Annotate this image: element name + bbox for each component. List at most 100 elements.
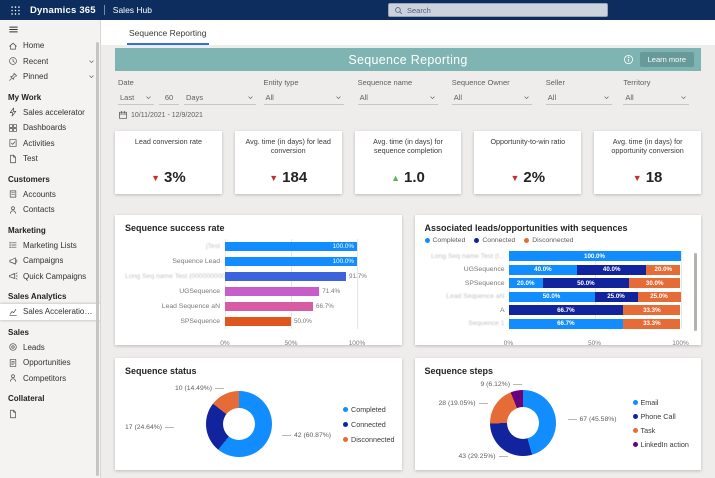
- info-icon[interactable]: [623, 54, 634, 65]
- stacked-segment-disconnected[interactable]: 33.3%: [623, 318, 681, 329]
- bar[interactable]: [225, 286, 320, 296]
- stacked-segment-connected[interactable]: 40.0%: [577, 264, 647, 275]
- bar-row-lead-sequence-an: Lead Sequence aN 66.7%: [125, 301, 392, 311]
- sidebar-item-test[interactable]: Test: [0, 151, 100, 167]
- bar[interactable]: 100.0%: [225, 256, 357, 266]
- stacked-segment-disconnected[interactable]: 30.0%: [628, 278, 681, 288]
- seller-dropdown[interactable]: All: [545, 93, 612, 105]
- donut-chart[interactable]: [206, 391, 272, 457]
- sidebar-item-competitors[interactable]: Competitors: [0, 371, 100, 387]
- learn-more-button[interactable]: Learn more: [639, 52, 694, 67]
- stacked-segment-completed[interactable]: 100.0%: [508, 251, 681, 261]
- sequence-owner-dropdown[interactable]: All: [451, 93, 532, 105]
- tab-sequence-reporting[interactable]: Sequence Reporting: [127, 28, 209, 45]
- kpi-title: Avg. time (in days) for opportunity conv…: [611, 137, 684, 156]
- date-unit-dropdown[interactable]: Days: [184, 93, 256, 105]
- stacked-segment-disconnected[interactable]: 33.3%: [623, 305, 681, 315]
- bar[interactable]: [225, 316, 291, 326]
- sidebar-item-marketing-lists[interactable]: Marketing Lists: [0, 238, 100, 254]
- donut-chart[interactable]: [489, 390, 556, 456]
- stacked-row-label: Sequence 1: [468, 320, 505, 327]
- sidebar-item-sales-acceleration[interactable]: Sales Acceleration...: [0, 304, 100, 320]
- filter-value: All: [625, 93, 634, 102]
- segment-value-label: 25.0%: [607, 293, 625, 300]
- stacked-segment-completed[interactable]: 66.7%: [508, 318, 624, 329]
- stacked-segment-completed[interactable]: 40.0%: [508, 264, 578, 275]
- stacked-row-label: UGSequence: [463, 266, 505, 273]
- legend-item-completed[interactable]: Completed: [424, 237, 465, 244]
- chart-icon: [8, 307, 18, 317]
- axis-tick: 100%: [348, 340, 366, 347]
- legend-item-disconnected[interactable]: Disconnected: [343, 435, 395, 444]
- territory-dropdown[interactable]: All: [623, 93, 690, 105]
- segment-value-label: 40.0%: [534, 266, 552, 273]
- filter-territory: Territory All: [623, 78, 701, 124]
- clock-icon: [8, 56, 18, 66]
- app-launcher-waffle-icon[interactable]: [8, 3, 22, 17]
- legend-item-phone-call[interactable]: Phone Call: [632, 412, 689, 421]
- filter-value: All: [359, 93, 368, 102]
- stacked-segment-connected[interactable]: 50.0%: [542, 278, 629, 288]
- filter-bar: Date Last 60 Days: [115, 78, 701, 124]
- sidebar-item-home[interactable]: Home: [0, 38, 100, 54]
- segment-value-label: 50.0%: [577, 279, 595, 287]
- sequence-name-dropdown[interactable]: All: [357, 93, 438, 105]
- sidebar-item-campaigns[interactable]: Campaigns: [0, 253, 100, 269]
- sidebar-item-activities[interactable]: Activities: [0, 136, 100, 152]
- bar-track: 100.0%: [225, 256, 357, 266]
- sidebar-item-dashboards[interactable]: Dashboards: [0, 120, 100, 136]
- filter-date: Date Last 60 Days: [118, 78, 264, 124]
- legend-item-disconnected[interactable]: Disconnected: [524, 237, 573, 244]
- date-operator-dropdown[interactable]: Last: [118, 93, 154, 105]
- chart-scrollbar[interactable]: [694, 253, 697, 331]
- sidebar-item-recent[interactable]: Recent: [0, 54, 100, 70]
- sidebar-item-pinned[interactable]: Pinned: [0, 69, 100, 85]
- search-input[interactable]: Search: [388, 3, 608, 17]
- sidebar-item-quick-campaigns[interactable]: Quick Campaigns: [0, 269, 100, 285]
- stacked-segment-completed[interactable]: 20.0%: [508, 278, 543, 288]
- sidebar: Home Recent Pinned My Work Sales accelerator…: [0, 20, 101, 478]
- building-icon: [8, 189, 18, 199]
- legend-label: LinkedIn action: [640, 440, 689, 449]
- bar[interactable]: [225, 271, 347, 281]
- donut-slice-label: 17 (24.64%): [125, 424, 177, 431]
- page-title: Sequence Reporting: [348, 52, 468, 67]
- legend-item-connected[interactable]: Connected: [474, 237, 515, 244]
- legend-item-completed[interactable]: Completed: [343, 405, 395, 414]
- trend-arrow-icon: ▲: [391, 172, 401, 183]
- stacked-segment-disconnected[interactable]: 20.0%: [646, 264, 681, 275]
- bar[interactable]: 100.0%: [225, 241, 357, 251]
- kpi-avg-time-sequence-completion: Avg. time (in days) for sequence complet…: [354, 131, 462, 194]
- stacked-segment-connected[interactable]: 25.0%: [594, 291, 638, 302]
- chart-title: Associated leads/opportunities with sequ…: [424, 223, 628, 233]
- gridline: [225, 239, 226, 329]
- sidebar-item-opportunities[interactable]: Opportunities: [0, 355, 100, 371]
- trend-arrow-icon: ▼: [269, 172, 279, 183]
- brand-title[interactable]: Dynamics 365: [30, 4, 96, 16]
- sidebar-item-item[interactable]: [0, 406, 100, 422]
- legend-item-email[interactable]: Email: [632, 398, 689, 407]
- home-icon: [8, 41, 18, 51]
- stacked-segment-connected[interactable]: 66.7%: [508, 305, 624, 315]
- date-number-input[interactable]: 60: [159, 93, 179, 105]
- stacked-segment-disconnected[interactable]: 25.0%: [637, 291, 681, 302]
- legend-item-task[interactable]: Task: [632, 426, 689, 435]
- entity-type-dropdown[interactable]: All: [263, 93, 344, 105]
- sidebar-item-leads[interactable]: Leads: [0, 340, 100, 356]
- app-name[interactable]: Sales Hub: [112, 5, 152, 15]
- legend-item-linkedin-action[interactable]: LinkedIn action: [632, 440, 689, 449]
- stacked-segment-completed[interactable]: 50.0%: [508, 291, 595, 302]
- sidebar-item-accounts[interactable]: Accounts: [0, 187, 100, 203]
- bar[interactable]: [225, 301, 314, 311]
- legend-dot: [474, 238, 480, 243]
- segment-value-label: 33.3%: [643, 306, 661, 314]
- sidebar-scrollbar[interactable]: [96, 42, 99, 476]
- legend-item-connected[interactable]: Connected: [343, 420, 395, 429]
- kpi-avg-time-opportunity-conversion: Avg. time (in days) for opportunity conv…: [594, 131, 701, 194]
- sidebar-collapse-hamburger-icon[interactable]: [0, 20, 100, 38]
- sidebar-item-label: Marketing Lists: [23, 240, 77, 250]
- chevron-down-icon: [247, 94, 254, 101]
- sidebar-item-sales-accelerator[interactable]: Sales accelerator: [0, 105, 100, 121]
- sidebar-item-contacts[interactable]: Contacts: [0, 202, 100, 218]
- stacked-track: 100.0%: [508, 251, 681, 261]
